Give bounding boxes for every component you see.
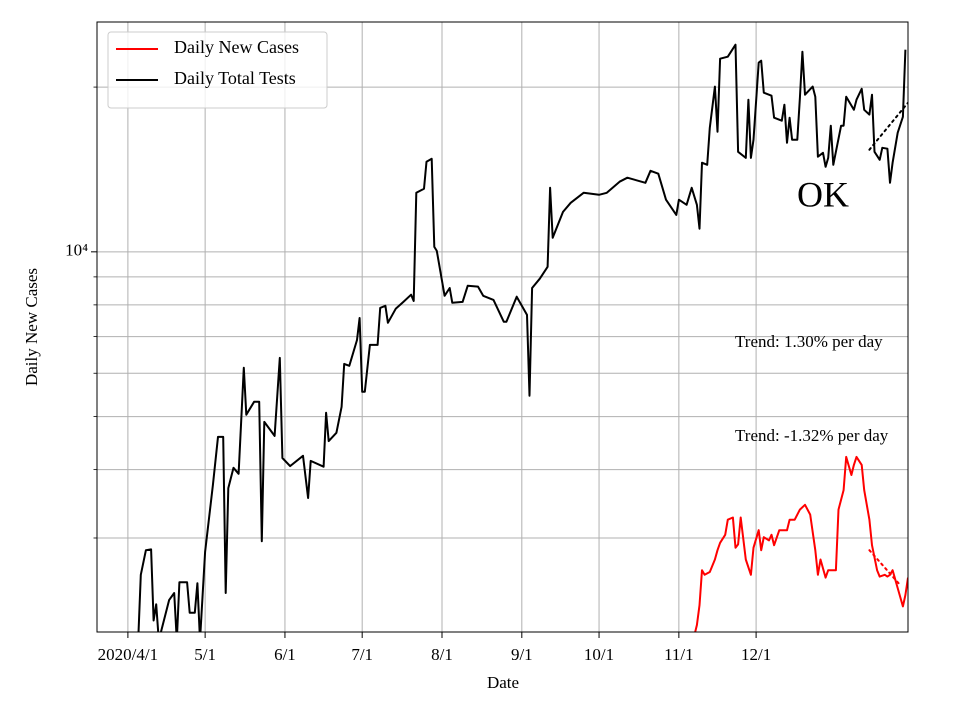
x-tick-label: 12/1 <box>741 645 771 664</box>
legend-frame <box>107 31 328 109</box>
x-tick-label: 11/1 <box>664 645 694 664</box>
y-tick-label: 10⁴ <box>65 241 88 260</box>
x-tick-label: 8/1 <box>431 645 453 664</box>
x-axis-label: Date <box>487 673 519 692</box>
plot-area <box>137 43 908 632</box>
series-line <box>694 455 908 632</box>
x-tick-label: 9/1 <box>511 645 533 664</box>
y-axis-label: Daily New Cases <box>22 268 41 386</box>
x-tick-label: 10/1 <box>584 645 614 664</box>
legend-label: Daily Total Tests <box>174 68 296 88</box>
x-tick-label: 7/1 <box>351 645 373 664</box>
annotation: OK <box>797 174 849 214</box>
x-tick-label: 6/1 <box>274 645 296 664</box>
plot-frame <box>96 21 909 633</box>
x-tick-label: 2020/4/1 <box>98 645 158 664</box>
x-tick-label: 5/1 <box>194 645 216 664</box>
series-line <box>137 43 907 632</box>
annotation: Trend: 1.30% per day <box>735 332 883 351</box>
trend-line <box>868 549 902 587</box>
annotation: Trend: -1.32% per day <box>735 426 889 445</box>
trend-line <box>868 101 908 151</box>
legend-label: Daily New Cases <box>174 37 299 57</box>
